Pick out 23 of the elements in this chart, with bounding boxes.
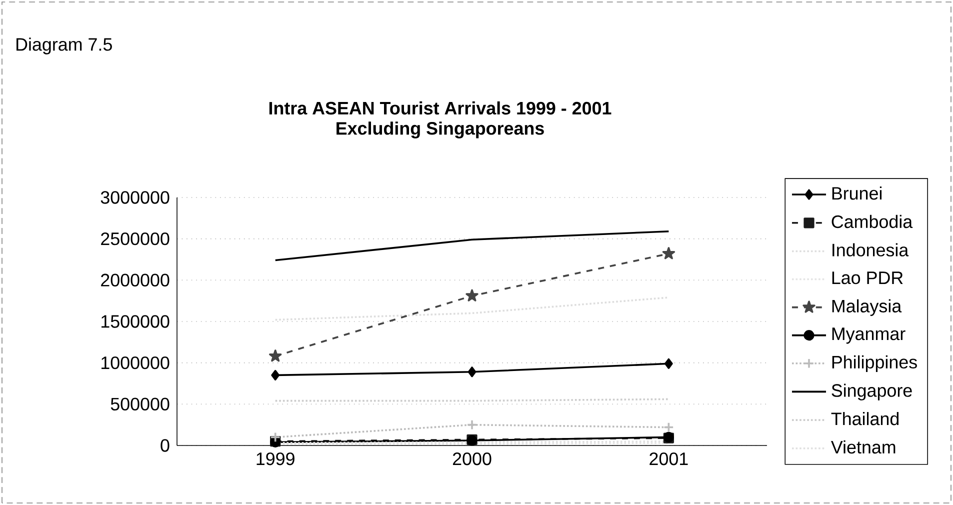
- x-tick-label: 2000: [452, 452, 492, 466]
- y-tick-label: 2000000: [101, 274, 170, 286]
- y-tick-label: 0: [160, 439, 170, 452]
- legend-label: Vietnam: [830, 440, 896, 454]
- y-tick-label: 3000000: [100, 191, 170, 204]
- y-tick-label: 2500000: [101, 232, 170, 246]
- legend-label: Singapore: [832, 384, 912, 400]
- legend-label: Indonesia: [832, 243, 909, 256]
- y-tick-label: 1000000: [102, 356, 170, 370]
- legend-label: Cambodia: [832, 214, 913, 228]
- chart-subtitle: Excluding Singaporeans: [336, 122, 544, 138]
- text: Diagram 7.5: [16, 38, 112, 54]
- x-tick-label: 2001: [650, 452, 688, 466]
- chart-title: Intra ASEAN Tourist Arrivals 1999 - 2001: [269, 101, 612, 115]
- legend-label: Lao PDR: [832, 272, 903, 284]
- x-tick-label: 1999: [256, 452, 294, 466]
- legend-label: Myanmar: [832, 328, 906, 344]
- legend-label: Thailand: [831, 412, 899, 426]
- legend-label: Brunei: [832, 186, 882, 200]
- y-tick-label: 500000: [110, 398, 170, 410]
- legend-label: Malaysia: [832, 299, 902, 316]
- legend-label: Philippines: [832, 355, 917, 372]
- y-tick-label: 1500000: [102, 315, 170, 328]
